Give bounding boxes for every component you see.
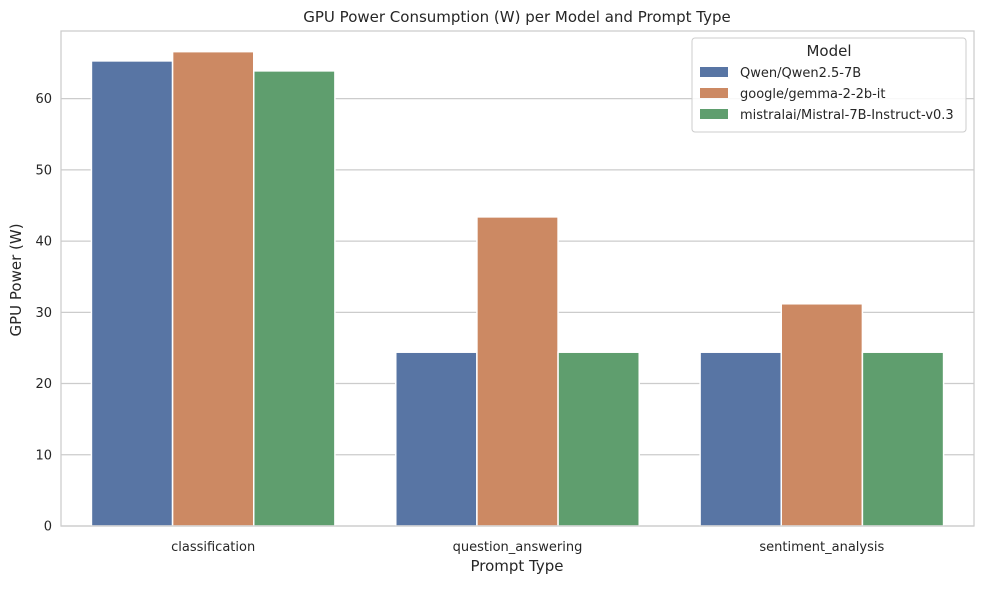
x-tick-labels: classification question_answering sentimen… — [171, 540, 884, 555]
legend-label: google/gemma-2-2b-it — [740, 87, 886, 102]
y-tick-label: 50 — [35, 163, 52, 178]
bar — [699, 351, 783, 527]
bar — [557, 351, 640, 527]
bar — [252, 70, 336, 527]
legend-label: Qwen/Qwen2.5-7B — [740, 66, 861, 81]
bar — [780, 303, 864, 527]
y-tick-label: 20 — [35, 377, 52, 392]
bars — [90, 50, 945, 527]
bar — [476, 216, 559, 527]
x-axis-label: Prompt Type — [470, 557, 563, 575]
bar — [171, 50, 255, 527]
bar — [90, 60, 174, 527]
legend-swatch — [700, 109, 728, 119]
y-tick-label: 10 — [35, 448, 52, 463]
y-tick-label: 30 — [35, 306, 52, 321]
legend-swatch — [700, 88, 728, 98]
legend: Model Qwen/Qwen2.5-7B google/gemma-2-2b-it… — [691, 37, 967, 133]
y-axis-label: GPU Power (W) — [7, 223, 25, 336]
bar — [395, 351, 478, 527]
legend-title: Model — [806, 42, 851, 60]
chart-title: GPU Power Consumption (W) per Model and … — [303, 8, 730, 26]
y-tick-label: 40 — [35, 235, 52, 250]
y-tick-label: 60 — [35, 92, 52, 107]
y-tick-label: 0 — [44, 520, 52, 535]
x-tick-label: question_answering — [453, 540, 583, 555]
legend-label: mistralai/Mistral-7B-Instruct-v0.3 — [740, 108, 954, 123]
bar — [861, 351, 945, 527]
legend-swatch — [700, 67, 728, 77]
x-tick-label: classification — [171, 540, 255, 555]
plot-frame — [60, 30, 975, 527]
legend-box — [691, 37, 967, 133]
x-tick-label: sentiment_analysis — [759, 540, 884, 555]
y-tick-labels: 0 10 20 30 40 50 60 — [35, 92, 52, 534]
